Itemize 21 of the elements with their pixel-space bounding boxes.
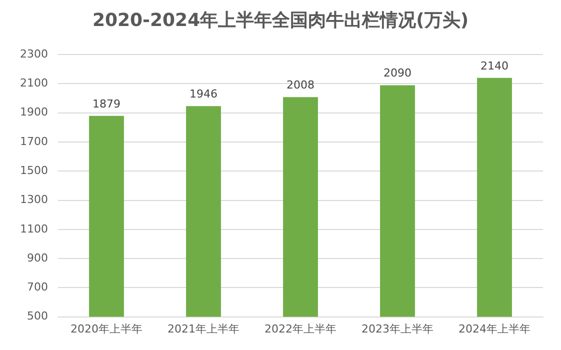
x-tick-label: 2023年上半年: [362, 322, 434, 336]
y-tick-label: 900: [26, 251, 48, 264]
y-tick-label: 1500: [20, 164, 48, 177]
y-tick-label: 1100: [20, 222, 48, 236]
data-label: 2140: [480, 59, 508, 72]
x-tick-label: 2021年上半年: [167, 322, 240, 336]
data-label: 2008: [286, 78, 314, 92]
y-tick-label: 1700: [20, 134, 48, 148]
data-label: 1879: [92, 97, 120, 110]
y-tick-label: 700: [26, 280, 48, 294]
x-tick-label: 2022年上半年: [264, 322, 336, 336]
data-label: 1946: [189, 88, 218, 101]
y-tick-label: 2100: [20, 76, 48, 90]
x-tick-label: 2024年上半年: [458, 322, 530, 336]
y-tick-label: 2300: [20, 47, 48, 60]
chart-title: 2020-2024年上半年全国肉牛出栏情况(万头): [91, 9, 470, 32]
y-tick-label: 1900: [20, 106, 48, 119]
x-tick-label: 2020年上半年: [70, 322, 142, 336]
y-tick-label: 500: [26, 310, 48, 323]
data-label: 2090: [384, 66, 412, 80]
y-tick-label: 1300: [20, 193, 48, 206]
